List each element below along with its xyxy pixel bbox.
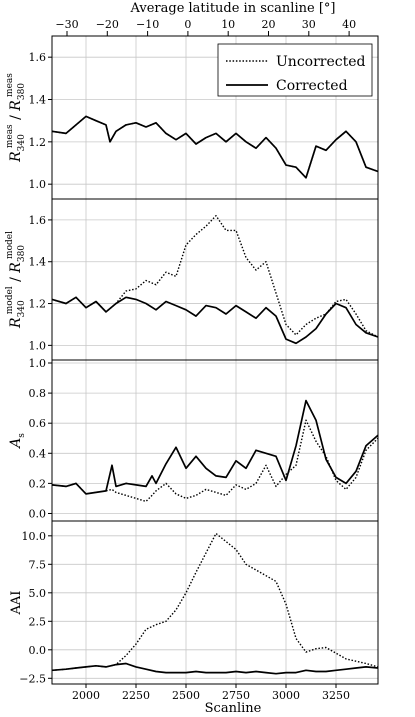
panel-frame	[51, 520, 379, 685]
y-tick-label: 1.2	[29, 136, 47, 149]
y-label-sub: s	[17, 433, 27, 438]
bottom-axis-label: Scanline	[205, 701, 262, 716]
y-label-base: A	[8, 438, 24, 450]
x-tick-label: 2500	[172, 689, 200, 702]
x-tick-label: 2750	[222, 689, 250, 702]
y-label-sub: 340	[17, 134, 27, 151]
panel-frame	[51, 359, 379, 522]
series-line-corrected	[52, 296, 378, 345]
top-tick-label: −20	[96, 18, 119, 31]
y-tick-label: 0.8	[29, 387, 47, 400]
legend-box	[217, 43, 373, 97]
y-label-sep: /	[8, 111, 24, 125]
legend: Uncorrected Corrected	[217, 43, 373, 97]
y-tick-label: 2.5	[29, 615, 47, 628]
y-tick-label: 1.0	[29, 178, 47, 191]
series-line-uncorrected	[52, 215, 378, 338]
series-line-uncorrected	[52, 419, 378, 503]
y-tick-label: 1.4	[29, 94, 47, 107]
y-tick-label: 1.2	[29, 298, 47, 311]
panel-3: 0.0 0.2 0.4 0.6 0.8 1.0 As	[8, 357, 379, 522]
y-tick-label: −2.5	[19, 672, 46, 685]
y-label-base-2: R	[8, 100, 24, 112]
legend-label: Corrected	[276, 78, 348, 94]
top-tick-label: 0	[184, 18, 191, 31]
y-label-sup: meas	[5, 124, 15, 148]
x-tick-label: 2250	[122, 689, 150, 702]
top-tick-label: −30	[55, 18, 78, 31]
y-tick-label: 1.4	[29, 256, 47, 269]
y-tick-label: 0.0	[29, 644, 47, 657]
y-axis-label: R340meas / R380meas	[5, 73, 27, 163]
y-tick-label: 1.6	[29, 51, 47, 64]
panel-frame	[51, 198, 379, 361]
y-tick-label: 5.0	[29, 587, 47, 600]
top-tick-label: 30	[302, 18, 316, 31]
y-tick-label: 1.0	[29, 357, 47, 370]
y-label-sub: 340	[17, 300, 27, 317]
y-axis-label: AAI	[9, 591, 24, 616]
y-label-base: R	[8, 151, 24, 163]
series-line-uncorrected	[52, 532, 378, 671]
legend-label: Uncorrected	[276, 54, 366, 70]
series-line-corrected	[52, 399, 378, 495]
y-tick-label: 0.0	[29, 507, 47, 520]
top-tick-label: 20	[262, 18, 276, 31]
top-tick-label: 10	[221, 18, 235, 31]
y-label-base: R	[8, 317, 24, 329]
y-tick-label: 0.6	[29, 417, 47, 430]
series-line-corrected	[52, 115, 378, 179]
y-label-sup: model	[5, 286, 15, 314]
top-tick-label: −10	[136, 18, 159, 31]
top-tick-label: 40	[342, 18, 356, 31]
x-tick-label: 2000	[72, 689, 100, 702]
y-label-sub-2: 380	[17, 83, 27, 100]
y-axis-label: As	[8, 433, 27, 450]
x-tick-label: 3250	[322, 689, 350, 702]
y-tick-label: 1.0	[29, 339, 47, 352]
x-tick-label: 3000	[272, 689, 300, 702]
top-axis-label: Average latitude in scanline [°]	[130, 1, 336, 16]
y-axis-label: R340model / R380model	[5, 231, 27, 329]
y-label-sub-2: 380	[17, 245, 27, 262]
y-label-base-2: R	[8, 262, 24, 274]
y-label-sup-2: meas	[5, 73, 15, 97]
panel-4: −2.5 0.0 2.5 5.0 7.5 10.0 AAI 2000 2250 2500 2750 3…	[9, 520, 379, 702]
y-tick-label: 10.0	[22, 530, 47, 543]
y-label-sup-2: model	[5, 231, 15, 259]
series-line-corrected	[52, 662, 378, 675]
y-tick-label: 7.5	[29, 558, 47, 571]
y-tick-label: 0.4	[29, 447, 47, 460]
y-tick-label: 1.6	[29, 214, 47, 227]
y-tick-label: 0.2	[29, 477, 47, 490]
y-label-sep: /	[8, 273, 24, 287]
